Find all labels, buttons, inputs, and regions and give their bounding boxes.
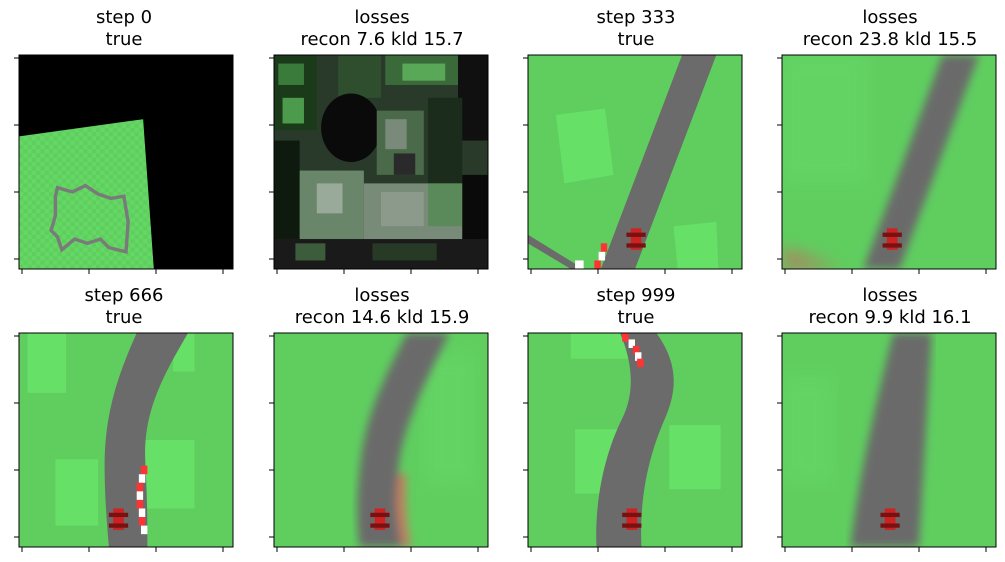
panel-8-frame (781, 332, 997, 548)
panel-3-image (528, 55, 742, 269)
panel-3: step 333 true (523, 7, 743, 274)
panel-1: step 0 true (14, 7, 234, 274)
panel-3-title-line2: true (618, 29, 655, 50)
panel-2: losses recon 7.6 kld 15.7 (269, 7, 489, 274)
panel-1-image (19, 55, 233, 269)
panel-7-title-line1: step 999 (596, 285, 675, 306)
panel-8-title-line2: recon 9.9 kld 16.1 (808, 307, 971, 328)
panel-2-image (274, 55, 488, 269)
panel-4-image (782, 55, 996, 269)
panel-3-title-line1: step 333 (596, 7, 675, 28)
panel-2-title-line2: recon 7.6 kld 15.7 (300, 29, 463, 50)
panel-5-title-line2: true (106, 307, 143, 328)
panel-6-title-line1: losses (354, 285, 409, 306)
panel-5-frame (18, 332, 234, 548)
panel-7-image (528, 333, 742, 547)
panel-8: losses recon 9.9 kld 16.1 (777, 285, 997, 552)
panel-5-image (19, 333, 233, 547)
panel-7-title-line2: true (618, 307, 655, 328)
panel-6-frame (273, 332, 489, 548)
panel-5-title-line1: step 666 (84, 285, 163, 306)
panel-3-ticks (523, 57, 733, 274)
panel-1-title-line1: step 0 (96, 7, 152, 28)
panel-4: losses recon 23.8 kld 15.5 (777, 7, 997, 274)
panel-7: step 999 true (523, 285, 743, 552)
panel-6-ticks (269, 335, 479, 552)
panel-1-frame (18, 54, 234, 270)
panel-2-title-line1: losses (354, 7, 409, 28)
panel-8-image (782, 333, 996, 547)
panel-4-title-line1: losses (862, 7, 917, 28)
panel-4-frame (781, 54, 997, 270)
panel-2-frame (273, 54, 489, 270)
panel-7-ticks (523, 335, 733, 552)
panel-5-ticks (14, 335, 224, 552)
panel-1-title-line2: true (106, 29, 143, 50)
panel-8-title-line1: losses (862, 285, 917, 306)
panel-1-ticks (14, 57, 224, 274)
panel-3-frame (527, 54, 743, 270)
panel-6-title-line2: recon 14.6 kld 15.9 (295, 307, 470, 328)
panel-4-title-line2: recon 23.8 kld 15.5 (803, 29, 978, 50)
panel-6-image (274, 333, 488, 547)
panel-7-frame (527, 332, 743, 548)
panel-6: losses recon 14.6 kld 15.9 (269, 285, 489, 552)
panel-8-ticks (777, 335, 987, 552)
panel-2-ticks (269, 57, 479, 274)
panel-5: step 666 true (14, 285, 234, 552)
panel-4-ticks (777, 57, 987, 274)
